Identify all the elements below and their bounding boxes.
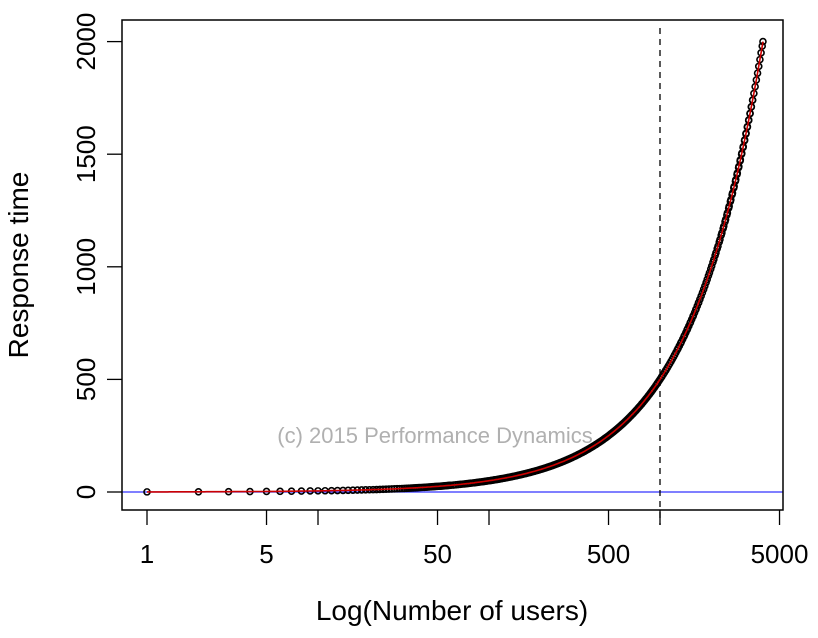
y-tick-label: 1000 <box>71 238 101 296</box>
y-tick-label: 1500 <box>71 125 101 183</box>
data-point <box>703 275 711 284</box>
plot-marks <box>122 28 783 525</box>
x-tick-label: 5 <box>259 539 273 569</box>
y-tick-label: 500 <box>71 358 101 401</box>
x-tick-label: 50 <box>423 539 452 569</box>
y-axis: 0 500 1000 1500 2000 <box>71 13 122 499</box>
x-tick-label: 1 <box>140 539 154 569</box>
watermark-annotation: (c) 2015 Performance Dynamics <box>277 423 592 448</box>
x-tick-label: 5000 <box>751 539 809 569</box>
x-tick-label: 500 <box>587 539 630 569</box>
data-point <box>714 242 722 250</box>
data-point <box>718 229 726 237</box>
data-point <box>712 249 720 257</box>
y-tick-label: 0 <box>71 485 101 499</box>
data-point <box>710 255 718 264</box>
data-point <box>701 282 709 290</box>
data-point <box>698 288 707 297</box>
data-point <box>707 262 716 270</box>
data-point <box>716 235 724 244</box>
plot-frame <box>121 19 784 511</box>
data-point <box>705 268 714 277</box>
x-axis: 1 5 50 500 5000 <box>140 510 809 569</box>
y-tick-label: 2000 <box>71 13 101 71</box>
fit-line <box>147 41 764 493</box>
x-axis-title: Log(Number of users) <box>316 595 588 626</box>
y-axis-title: Response time <box>3 172 34 359</box>
